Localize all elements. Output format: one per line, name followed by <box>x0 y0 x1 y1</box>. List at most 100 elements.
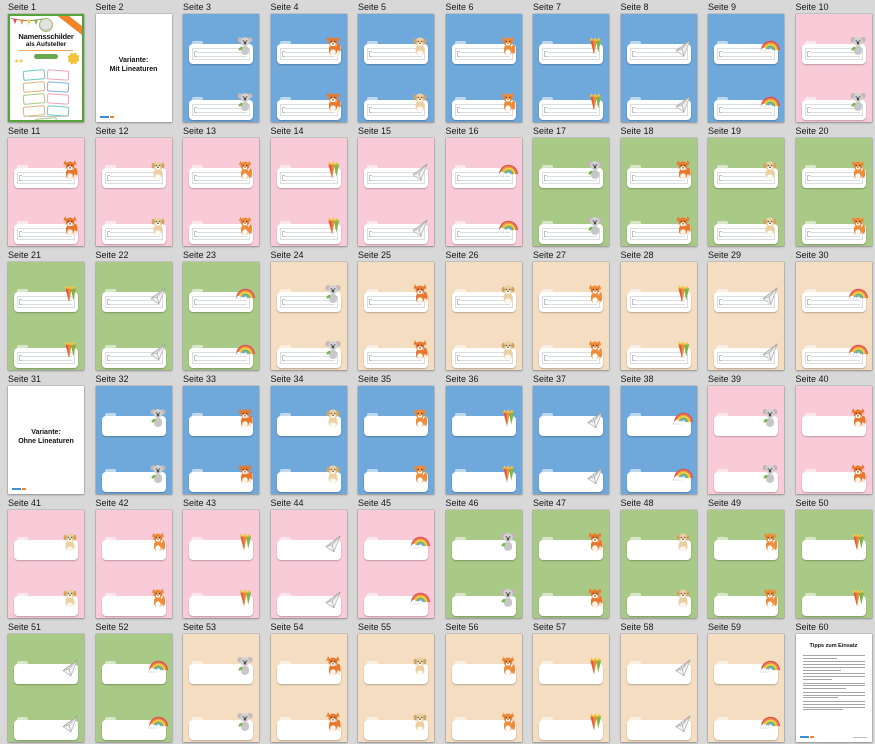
fold-tab <box>192 717 203 721</box>
fold-tab <box>192 593 203 597</box>
page-thumbnail[interactable] <box>358 386 434 494</box>
page-thumbnail[interactable] <box>183 262 259 370</box>
page-thumbnail[interactable] <box>533 262 609 370</box>
page-label: Seite 47 <box>533 498 567 508</box>
page-thumbnail[interactable] <box>358 262 434 370</box>
page-thumbnail[interactable] <box>620 138 697 246</box>
page-thumbnail[interactable] <box>95 634 172 742</box>
page-thumbnail[interactable] <box>708 138 784 246</box>
page-thumbnail[interactable] <box>795 386 872 494</box>
page-thumbnail[interactable] <box>183 510 259 618</box>
name-tag-lower <box>364 100 428 120</box>
page-thumbnail[interactable] <box>95 510 172 618</box>
name-card-page <box>795 138 872 246</box>
page-thumbnail[interactable] <box>620 510 697 618</box>
fold-tab <box>804 41 816 45</box>
name-card-page <box>708 138 784 246</box>
page-thumbnail[interactable] <box>445 138 522 246</box>
name-tag-upper <box>626 664 691 684</box>
page-thumbnail-cell: Seite 16 <box>438 124 526 248</box>
page-thumbnail[interactable] <box>95 386 172 494</box>
page-thumbnail[interactable] <box>533 510 609 618</box>
page-thumbnail[interactable] <box>183 386 259 494</box>
page-thumbnail[interactable] <box>95 138 172 246</box>
page-thumbnail[interactable] <box>445 634 522 742</box>
fold-tab <box>367 41 378 45</box>
page-thumbnail[interactable] <box>708 14 784 122</box>
fold-tab <box>367 165 378 169</box>
page-thumbnail[interactable] <box>795 138 872 246</box>
page-thumbnail-cell: Seite 57 <box>525 620 613 744</box>
school-cone-icon <box>500 407 515 429</box>
page-thumbnail[interactable] <box>620 262 697 370</box>
page-thumbnail[interactable] <box>358 138 434 246</box>
page-thumbnail[interactable] <box>620 634 697 742</box>
name-tag-lower <box>276 720 341 740</box>
koala-icon <box>237 91 253 113</box>
tips-paragraph <box>802 661 865 671</box>
page-thumbnail[interactable] <box>445 262 522 370</box>
name-tag-lower <box>714 720 778 740</box>
page-thumbnail[interactable]: Variante: Ohne Lineaturen <box>8 386 84 494</box>
page-thumbnail[interactable] <box>620 386 697 494</box>
page-label: Seite 22 <box>95 250 129 260</box>
page-thumbnail[interactable] <box>708 510 784 618</box>
name-tag-upper <box>276 416 341 436</box>
page-thumbnail[interactable] <box>8 262 84 370</box>
writing-lines <box>104 228 163 240</box>
page-thumbnail-cell: Seite 1 Namensschilder als Aufsteller ★★ <box>0 0 88 124</box>
page-thumbnail[interactable] <box>270 262 347 370</box>
page-thumbnail[interactable] <box>8 510 84 618</box>
page-thumbnail[interactable] <box>270 634 347 742</box>
page-thumbnail[interactable] <box>270 510 347 618</box>
page-thumbnail[interactable] <box>270 14 347 122</box>
school-cone-icon <box>62 283 77 305</box>
page-label: Seite 44 <box>270 498 304 508</box>
page-label: Seite 15 <box>358 126 392 136</box>
fox-icon <box>62 215 78 237</box>
fold-tab <box>804 537 816 541</box>
fold-tab <box>717 661 728 665</box>
page-thumbnail[interactable] <box>183 138 259 246</box>
rainbow-icon <box>760 88 781 109</box>
page-thumbnail[interactable] <box>358 510 434 618</box>
page-thumbnail[interactable] <box>445 386 522 494</box>
page-thumbnail[interactable] <box>708 262 784 370</box>
page-thumbnail[interactable]: Tipps zum Einsatz <box>795 634 872 742</box>
page-thumbnail[interactable] <box>620 14 697 122</box>
page-thumbnail[interactable]: Namensschilder als Aufsteller ★★ <box>8 14 84 122</box>
page-thumbnail[interactable] <box>183 634 259 742</box>
page-thumbnail[interactable] <box>533 386 609 494</box>
page-thumbnail[interactable] <box>358 14 434 122</box>
cat-icon <box>850 159 866 181</box>
tips-paragraph <box>802 655 865 659</box>
paper-plane-icon <box>675 657 691 679</box>
paper-plane-icon <box>412 217 428 239</box>
writing-lines <box>629 104 688 116</box>
page-thumbnail[interactable] <box>270 138 347 246</box>
page-thumbnail[interactable] <box>270 386 347 494</box>
page-label: Seite 19 <box>708 126 742 136</box>
page-thumbnail[interactable] <box>445 14 522 122</box>
page-thumbnail[interactable] <box>708 386 784 494</box>
page-thumbnail[interactable] <box>533 14 609 122</box>
page-thumbnail-cell: Seite 25 <box>350 248 438 372</box>
page-thumbnail[interactable]: Variante: Mit Lineaturen <box>95 14 172 122</box>
paper-plane-icon <box>587 465 603 487</box>
fox-icon <box>850 407 866 429</box>
page-thumbnail[interactable] <box>8 138 84 246</box>
page-thumbnail[interactable] <box>795 510 872 618</box>
page-thumbnail[interactable] <box>95 262 172 370</box>
name-tag-lower <box>189 472 253 492</box>
page-thumbnail[interactable] <box>183 14 259 122</box>
name-card-page <box>795 14 872 122</box>
page-thumbnail[interactable] <box>8 634 84 742</box>
page-thumbnail[interactable] <box>445 510 522 618</box>
page-thumbnail[interactable] <box>533 634 609 742</box>
page-thumbnail[interactable] <box>795 14 872 122</box>
page-thumbnail[interactable] <box>795 262 872 370</box>
page-thumbnail[interactable] <box>708 634 784 742</box>
page-thumbnail[interactable] <box>533 138 609 246</box>
page-thumbnail[interactable] <box>358 634 434 742</box>
fox-icon <box>412 339 428 361</box>
